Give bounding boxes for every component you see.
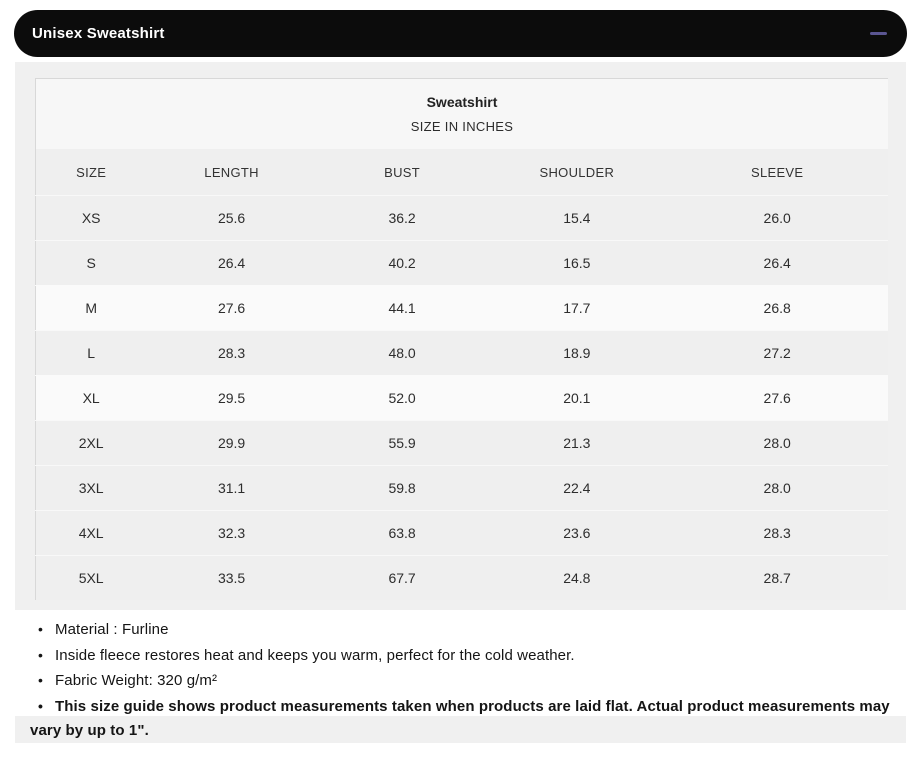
column-header-length: LENGTH bbox=[146, 149, 317, 196]
length-cell: 33.5 bbox=[146, 555, 317, 600]
collapse-button[interactable] bbox=[867, 23, 889, 45]
sleeve-cell: 28.0 bbox=[666, 465, 888, 511]
sleeve-cell: 28.0 bbox=[666, 420, 888, 466]
table-title-row: Sweatshirt SIZE IN INCHES bbox=[35, 78, 888, 149]
product-notes: • Material : Furline • Inside fleece resto… bbox=[30, 617, 892, 744]
size-cell: 4XL bbox=[35, 510, 147, 556]
bust-cell: 44.1 bbox=[316, 285, 488, 331]
shoulder-cell: 24.8 bbox=[487, 555, 667, 600]
next-section-strip bbox=[15, 716, 906, 743]
note-text: This size guide shows product measuremen… bbox=[55, 697, 890, 715]
table-row-s: S 26.4 40.2 16.5 26.4 bbox=[35, 240, 888, 286]
table-subtitle: SIZE IN INCHES bbox=[410, 119, 514, 134]
shoulder-cell: 16.5 bbox=[487, 240, 667, 286]
bust-cell: 63.8 bbox=[316, 510, 488, 556]
bust-cell: 55.9 bbox=[316, 420, 488, 466]
sleeve-cell: 26.4 bbox=[666, 240, 888, 286]
shoulder-cell: 21.3 bbox=[487, 420, 667, 466]
note-size-guide: • This size guide shows product measureme… bbox=[30, 694, 892, 744]
table-row-l: L 28.3 48.0 18.9 27.2 bbox=[35, 330, 888, 376]
length-cell: 29.5 bbox=[146, 375, 317, 421]
length-cell: 32.3 bbox=[146, 510, 317, 556]
length-cell: 26.4 bbox=[146, 240, 317, 286]
size-cell: 5XL bbox=[35, 555, 147, 600]
column-header-size: SIZE bbox=[35, 149, 147, 196]
table-row-m: M 27.6 44.1 17.7 26.8 bbox=[35, 285, 888, 331]
sleeve-cell: 28.7 bbox=[666, 555, 888, 600]
length-cell: 29.9 bbox=[146, 420, 317, 466]
bullet-icon: • bbox=[38, 621, 44, 637]
length-cell: 31.1 bbox=[146, 465, 317, 511]
shoulder-cell: 20.1 bbox=[487, 375, 667, 421]
table-header-row: SIZE LENGTH BUST SHOULDER SLEEVE bbox=[35, 149, 888, 196]
note-text: Inside fleece restores heat and keeps yo… bbox=[55, 646, 575, 664]
table-row-xs: XS 25.6 36.2 15.4 26.0 bbox=[35, 195, 888, 241]
table-row-4xl: 4XL 32.3 63.8 23.6 28.3 bbox=[35, 510, 888, 556]
size-cell: XS bbox=[35, 195, 147, 241]
shoulder-cell: 23.6 bbox=[487, 510, 667, 556]
bust-cell: 67.7 bbox=[316, 555, 488, 600]
note-fabric-weight: • Fabric Weight: 320 g/m² bbox=[30, 668, 892, 694]
size-cell: XL bbox=[35, 375, 147, 421]
sleeve-cell: 27.2 bbox=[666, 330, 888, 376]
size-cell: S bbox=[35, 240, 147, 286]
size-cell: 3XL bbox=[35, 465, 147, 511]
sleeve-cell: 26.0 bbox=[666, 195, 888, 241]
shoulder-cell: 22.4 bbox=[487, 465, 667, 511]
bust-cell: 52.0 bbox=[316, 375, 488, 421]
column-header-bust: BUST bbox=[316, 149, 488, 196]
note-fleece: • Inside fleece restores heat and keeps y… bbox=[30, 643, 892, 669]
accordion-header[interactable]: Unisex Sweatshirt bbox=[14, 10, 907, 57]
column-header-shoulder: SHOULDER bbox=[487, 149, 667, 196]
note-text: Fabric Weight: 320 g/m² bbox=[55, 672, 218, 690]
table-row-5xl: 5XL 33.5 67.7 24.8 28.7 bbox=[35, 555, 888, 600]
size-chart-card: Sweatshirt SIZE IN INCHES SIZE LENGTH BU… bbox=[15, 62, 906, 610]
notes-list: • Material : Furline • Inside fleece resto… bbox=[30, 617, 892, 744]
shoulder-cell: 17.7 bbox=[487, 285, 667, 331]
bullet-icon: • bbox=[38, 672, 44, 689]
bust-cell: 48.0 bbox=[316, 330, 488, 376]
bust-cell: 40.2 bbox=[316, 240, 488, 286]
table-row-2xl: 2XL 29.9 55.9 21.3 28.0 bbox=[35, 420, 888, 466]
table-title: Sweatshirt bbox=[426, 94, 498, 110]
accordion-title: Unisex Sweatshirt bbox=[32, 25, 165, 42]
length-cell: 25.6 bbox=[146, 195, 317, 241]
sleeve-cell: 26.8 bbox=[666, 285, 888, 331]
size-chart-table: Sweatshirt SIZE IN INCHES SIZE LENGTH BU… bbox=[35, 78, 888, 600]
bullet-icon: • bbox=[38, 697, 44, 714]
bullet-icon: • bbox=[38, 646, 44, 663]
note-material: • Material : Furline bbox=[30, 617, 892, 643]
sleeve-cell: 28.3 bbox=[666, 510, 888, 556]
size-cell: L bbox=[35, 330, 147, 376]
bust-cell: 59.8 bbox=[316, 465, 488, 511]
minus-icon bbox=[869, 32, 887, 35]
column-header-sleeve: SLEEVE bbox=[666, 149, 888, 196]
table-row-3xl: 3XL 31.1 59.8 22.4 28.0 bbox=[35, 465, 888, 511]
sleeve-cell: 27.6 bbox=[666, 375, 888, 421]
size-cell: M bbox=[35, 285, 147, 331]
length-cell: 28.3 bbox=[146, 330, 317, 376]
shoulder-cell: 15.4 bbox=[487, 195, 667, 241]
length-cell: 27.6 bbox=[146, 285, 317, 331]
note-text: Material : Furline bbox=[55, 621, 169, 638]
bust-cell: 36.2 bbox=[316, 195, 488, 241]
note-text-wrap: vary by up to 1". bbox=[30, 722, 149, 740]
size-cell: 2XL bbox=[35, 420, 147, 466]
table-row-xl: XL 29.5 52.0 20.1 27.6 bbox=[35, 375, 888, 421]
shoulder-cell: 18.9 bbox=[487, 330, 667, 376]
